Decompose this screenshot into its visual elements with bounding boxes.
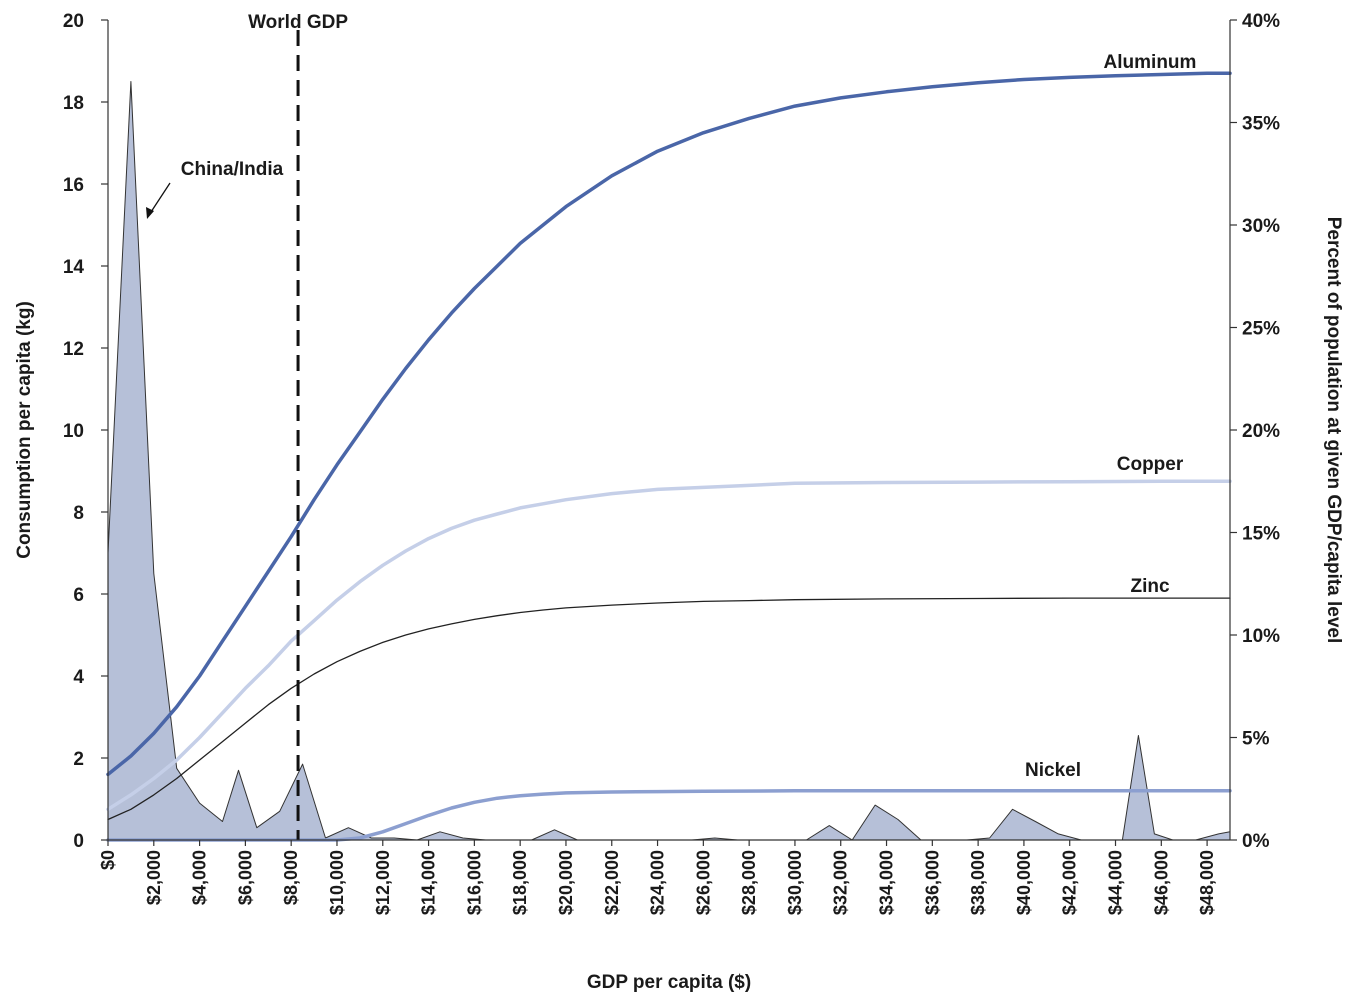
series-line-zinc	[107, 597, 1231, 821]
x-axis-title: GDP per capita ($)	[587, 972, 751, 993]
x-tick-label: $16,000	[464, 850, 484, 915]
world-gdp-label: World GDP	[248, 12, 348, 33]
x-tick-label: $44,000	[1106, 850, 1126, 915]
x-tick-label: $12,000	[373, 850, 393, 915]
population-area-layer	[107, 81, 1231, 841]
x-tick-label: $42,000	[1060, 850, 1080, 915]
y2-axis-title: Percent of population at given GDP/capit…	[1323, 217, 1344, 644]
y-tick-label: 10	[63, 421, 84, 442]
y-tick-label: 0	[73, 831, 84, 852]
x-tick-label: $46,000	[1151, 850, 1171, 915]
x-tick-label: $18,000	[510, 850, 530, 915]
series-label-nickel: Nickel	[1025, 760, 1081, 781]
annotation-arrow-line	[148, 182, 171, 216]
series-line-copper	[106, 479, 1232, 812]
x-tick-label: $28,000	[739, 850, 759, 915]
y-tick-label: 2	[73, 749, 84, 770]
series-area-population	[107, 81, 1231, 841]
y-tick-label: 18	[63, 93, 84, 114]
y2-tick-label: 35%	[1242, 114, 1280, 135]
y2-tick-label: 10%	[1242, 626, 1280, 647]
x-tick-label: $26,000	[693, 850, 713, 915]
x-tick-label: $2,000	[144, 850, 164, 905]
y2-tick-label: 15%	[1242, 524, 1280, 545]
x-tick-label: $14,000	[419, 850, 439, 915]
series-label-aluminum: Aluminum	[1104, 52, 1197, 73]
x-tick-label: $24,000	[648, 850, 668, 915]
x-tick-label: $20,000	[556, 850, 576, 915]
x-tick-label: $34,000	[877, 850, 897, 915]
y2-tick-label: 20%	[1242, 421, 1280, 442]
y-tick-label: 8	[73, 503, 84, 524]
x-tick-label: $38,000	[968, 850, 988, 915]
x-tick-label: $40,000	[1014, 850, 1034, 915]
y2-tick-label: 5%	[1242, 729, 1270, 750]
y-tick-label: 6	[73, 585, 84, 606]
y-tick-label: 4	[73, 667, 84, 688]
y-tick-label: 14	[63, 257, 85, 278]
series-label-copper: Copper	[1117, 454, 1184, 475]
x-tick-label: $36,000	[922, 850, 942, 915]
annotation-arrow-head	[146, 207, 154, 219]
series-line-nickel	[106, 789, 1232, 842]
axes-layer: 0 2 4 6 8 10 12 14 16 18 20 0% 5% 10% 15% 20% 25% 30% 35% 4…	[14, 11, 1344, 993]
y2-tick-label: 40%	[1242, 11, 1280, 32]
x-tick-label: $4,000	[190, 850, 210, 905]
x-tick-label: $30,000	[785, 850, 805, 915]
x-tick-label: $22,000	[602, 850, 622, 915]
labels-layer: Aluminum Copper Zinc Nickel World GDP China/I…	[146, 12, 1196, 781]
y-tick-label: 12	[63, 339, 84, 360]
series-lines-layer	[106, 71, 1232, 842]
x-tick-label: $48,000	[1197, 850, 1217, 915]
y2-tick-label: 25%	[1242, 319, 1280, 340]
y-tick-label: 16	[63, 175, 84, 196]
x-tick-label: $6,000	[235, 850, 255, 905]
series-label-zinc: Zinc	[1130, 576, 1169, 597]
series-line-aluminum	[106, 71, 1232, 777]
x-tick-label: $32,000	[831, 850, 851, 915]
y2-tick-label: 0%	[1242, 831, 1270, 852]
x-tick-label: $0	[98, 850, 118, 870]
y-axis-title: Consumption per capita (kg)	[14, 301, 35, 559]
x-tick-label: $8,000	[281, 850, 301, 905]
annotation-china-india: China/India	[181, 159, 284, 180]
y2-tick-label: 30%	[1242, 216, 1280, 237]
y-tick-label: 20	[63, 11, 84, 32]
x-tick-label: $10,000	[327, 850, 347, 915]
